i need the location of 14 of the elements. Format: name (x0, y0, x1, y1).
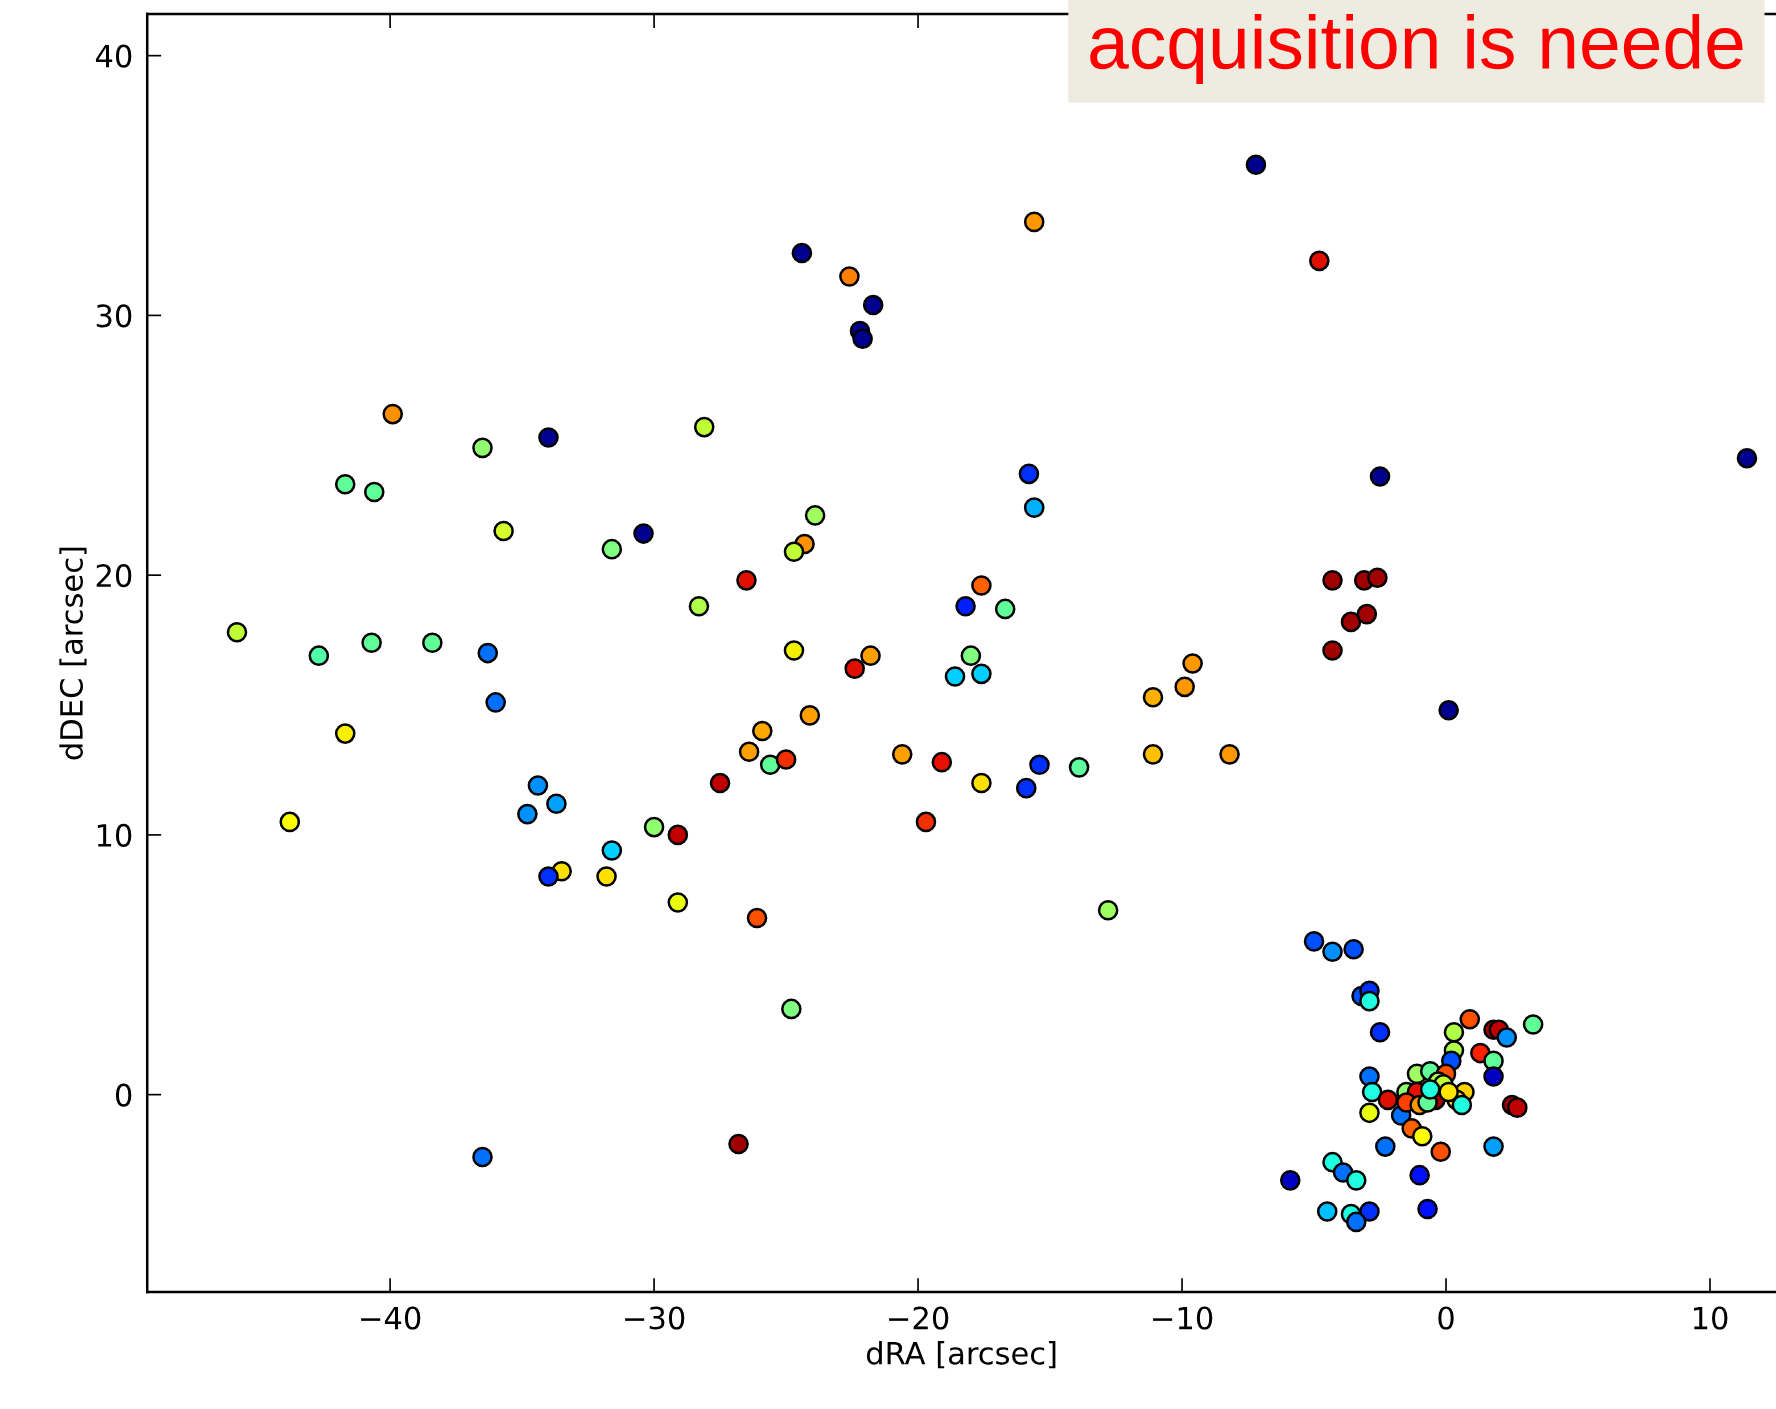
x-tick-label: −40 (361, 1306, 421, 1330)
x-tick-label: 0 (1438, 1306, 1454, 1330)
y-tick-label: 30 (96, 304, 132, 328)
x-tick-label: −10 (1153, 1306, 1213, 1330)
y-tick-label: 20 (96, 564, 132, 588)
x-tick-label: −20 (889, 1306, 949, 1330)
y-tick-label: 0 (115, 1083, 132, 1107)
x-tick-label: −30 (625, 1306, 685, 1330)
x-tick-label: 10 (1693, 1306, 1728, 1330)
x-axis-title: dRA [arcsec] (866, 1341, 1056, 1369)
annotation: acquisition is neede (1090, 14, 1743, 84)
y-axis-title: dDEC [arcsec] (59, 547, 87, 760)
y-tick-label: 40 (95, 44, 132, 68)
y-tick-label: 10 (97, 823, 132, 847)
